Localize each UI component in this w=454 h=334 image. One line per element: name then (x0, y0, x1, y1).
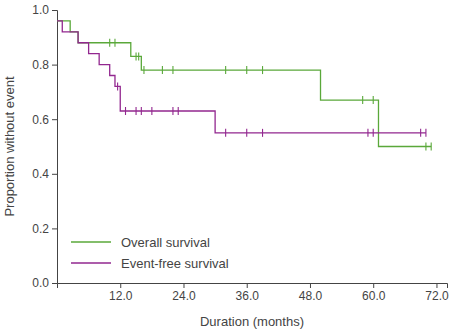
x-tick: 24.0 (172, 283, 196, 303)
censor-mark (373, 129, 374, 137)
censor-mark (225, 66, 226, 74)
x-tick-mark (183, 283, 184, 288)
censor-mark (151, 107, 152, 115)
y-axis-line (52, 11, 58, 284)
y-tick-label: 1.0 (32, 3, 49, 17)
x-tick-mark (373, 283, 374, 288)
censor-mark (262, 129, 263, 137)
y-tick: 0.2 (32, 222, 57, 236)
censor-mark (138, 52, 139, 60)
x-axis-title: Duration (months) (200, 314, 304, 329)
y-tick-mark (52, 228, 57, 229)
y-tick: 0.4 (32, 167, 57, 181)
y-axis: 0.0 0.2 0.4 0.6 0.8 1.0 (32, 3, 57, 290)
legend: Overall survival Event-free survival (71, 235, 229, 271)
y-tick-mark (52, 10, 57, 11)
y-tick-label: 0.4 (32, 167, 49, 181)
censor-mark (172, 107, 173, 115)
censor-mark (178, 107, 179, 115)
censor-mark (431, 143, 432, 151)
x-tick-label: 36.0 (236, 289, 260, 303)
x-tick-label: 48.0 (299, 289, 323, 303)
censor-mark (162, 66, 163, 74)
censor-mark (172, 66, 173, 74)
chart: 12.0 24.0 36.0 48.0 60.0 72.0 0.0 0.2 0.4 0.6 0.8 1… (0, 0, 454, 334)
censor-mark (246, 129, 247, 137)
censor-mark (425, 129, 426, 137)
censor-mark (109, 39, 110, 47)
x-tick-label: 24.0 (172, 289, 196, 303)
censor-mark (117, 82, 118, 90)
censor-mark (420, 129, 421, 137)
x-axis: 12.0 24.0 36.0 48.0 60.0 72.0 (58, 283, 449, 303)
y-tick-mark (52, 283, 57, 284)
x-tick-mark (120, 283, 121, 288)
censor-mark (373, 96, 374, 104)
survival-line (57, 21, 431, 147)
x-tick-label: 72.0 (425, 289, 449, 303)
marks (57, 21, 431, 151)
censor-mark (246, 66, 247, 74)
legend-label: Event-free survival (121, 256, 229, 271)
censor-mark (136, 107, 137, 115)
y-tick: 1.0 (32, 3, 57, 17)
x-tick-mark (247, 283, 248, 288)
survival-line (57, 21, 426, 133)
x-tick: 72.0 (425, 283, 449, 303)
legend-swatch (71, 241, 111, 242)
plot-area: 12.0 24.0 36.0 48.0 60.0 72.0 0.0 0.2 0.4 0.6 0.8 1… (32, 3, 449, 302)
y-tick-mark (52, 65, 57, 66)
censor-mark (367, 129, 368, 137)
x-tick-label: 12.0 (109, 289, 133, 303)
censor-mark (141, 107, 142, 115)
x-tick-mark (310, 283, 311, 288)
y-tick-label: 0.6 (32, 113, 49, 127)
x-tick-mark (436, 283, 437, 288)
x-tick: 60.0 (362, 283, 386, 303)
y-tick-mark (52, 174, 57, 175)
censor-mark (362, 96, 363, 104)
censor-mark (136, 52, 137, 60)
y-tick-label: 0.8 (32, 58, 49, 72)
legend-label: Overall survival (121, 235, 210, 250)
y-tick: 0.0 (32, 276, 57, 290)
y-tick-mark (52, 119, 57, 120)
y-tick-label: 0.2 (32, 222, 49, 236)
censor-mark (125, 107, 126, 115)
x-axis-line (58, 284, 448, 289)
y-tick: 0.8 (32, 58, 57, 72)
y-tick: 0.6 (32, 113, 57, 127)
censor-mark (425, 143, 426, 151)
x-tick: 48.0 (299, 283, 323, 303)
x-tick: 12.0 (109, 283, 133, 303)
x-tick: 36.0 (236, 283, 260, 303)
y-tick-label: 0.0 (32, 276, 49, 290)
censor-mark (143, 66, 144, 74)
y-axis-title: Proportion without event (2, 76, 17, 217)
censor-mark (262, 66, 263, 74)
x-tick-label: 60.0 (362, 289, 386, 303)
censor-mark (114, 39, 115, 47)
legend-swatch (71, 262, 111, 263)
censor-mark (225, 129, 226, 137)
